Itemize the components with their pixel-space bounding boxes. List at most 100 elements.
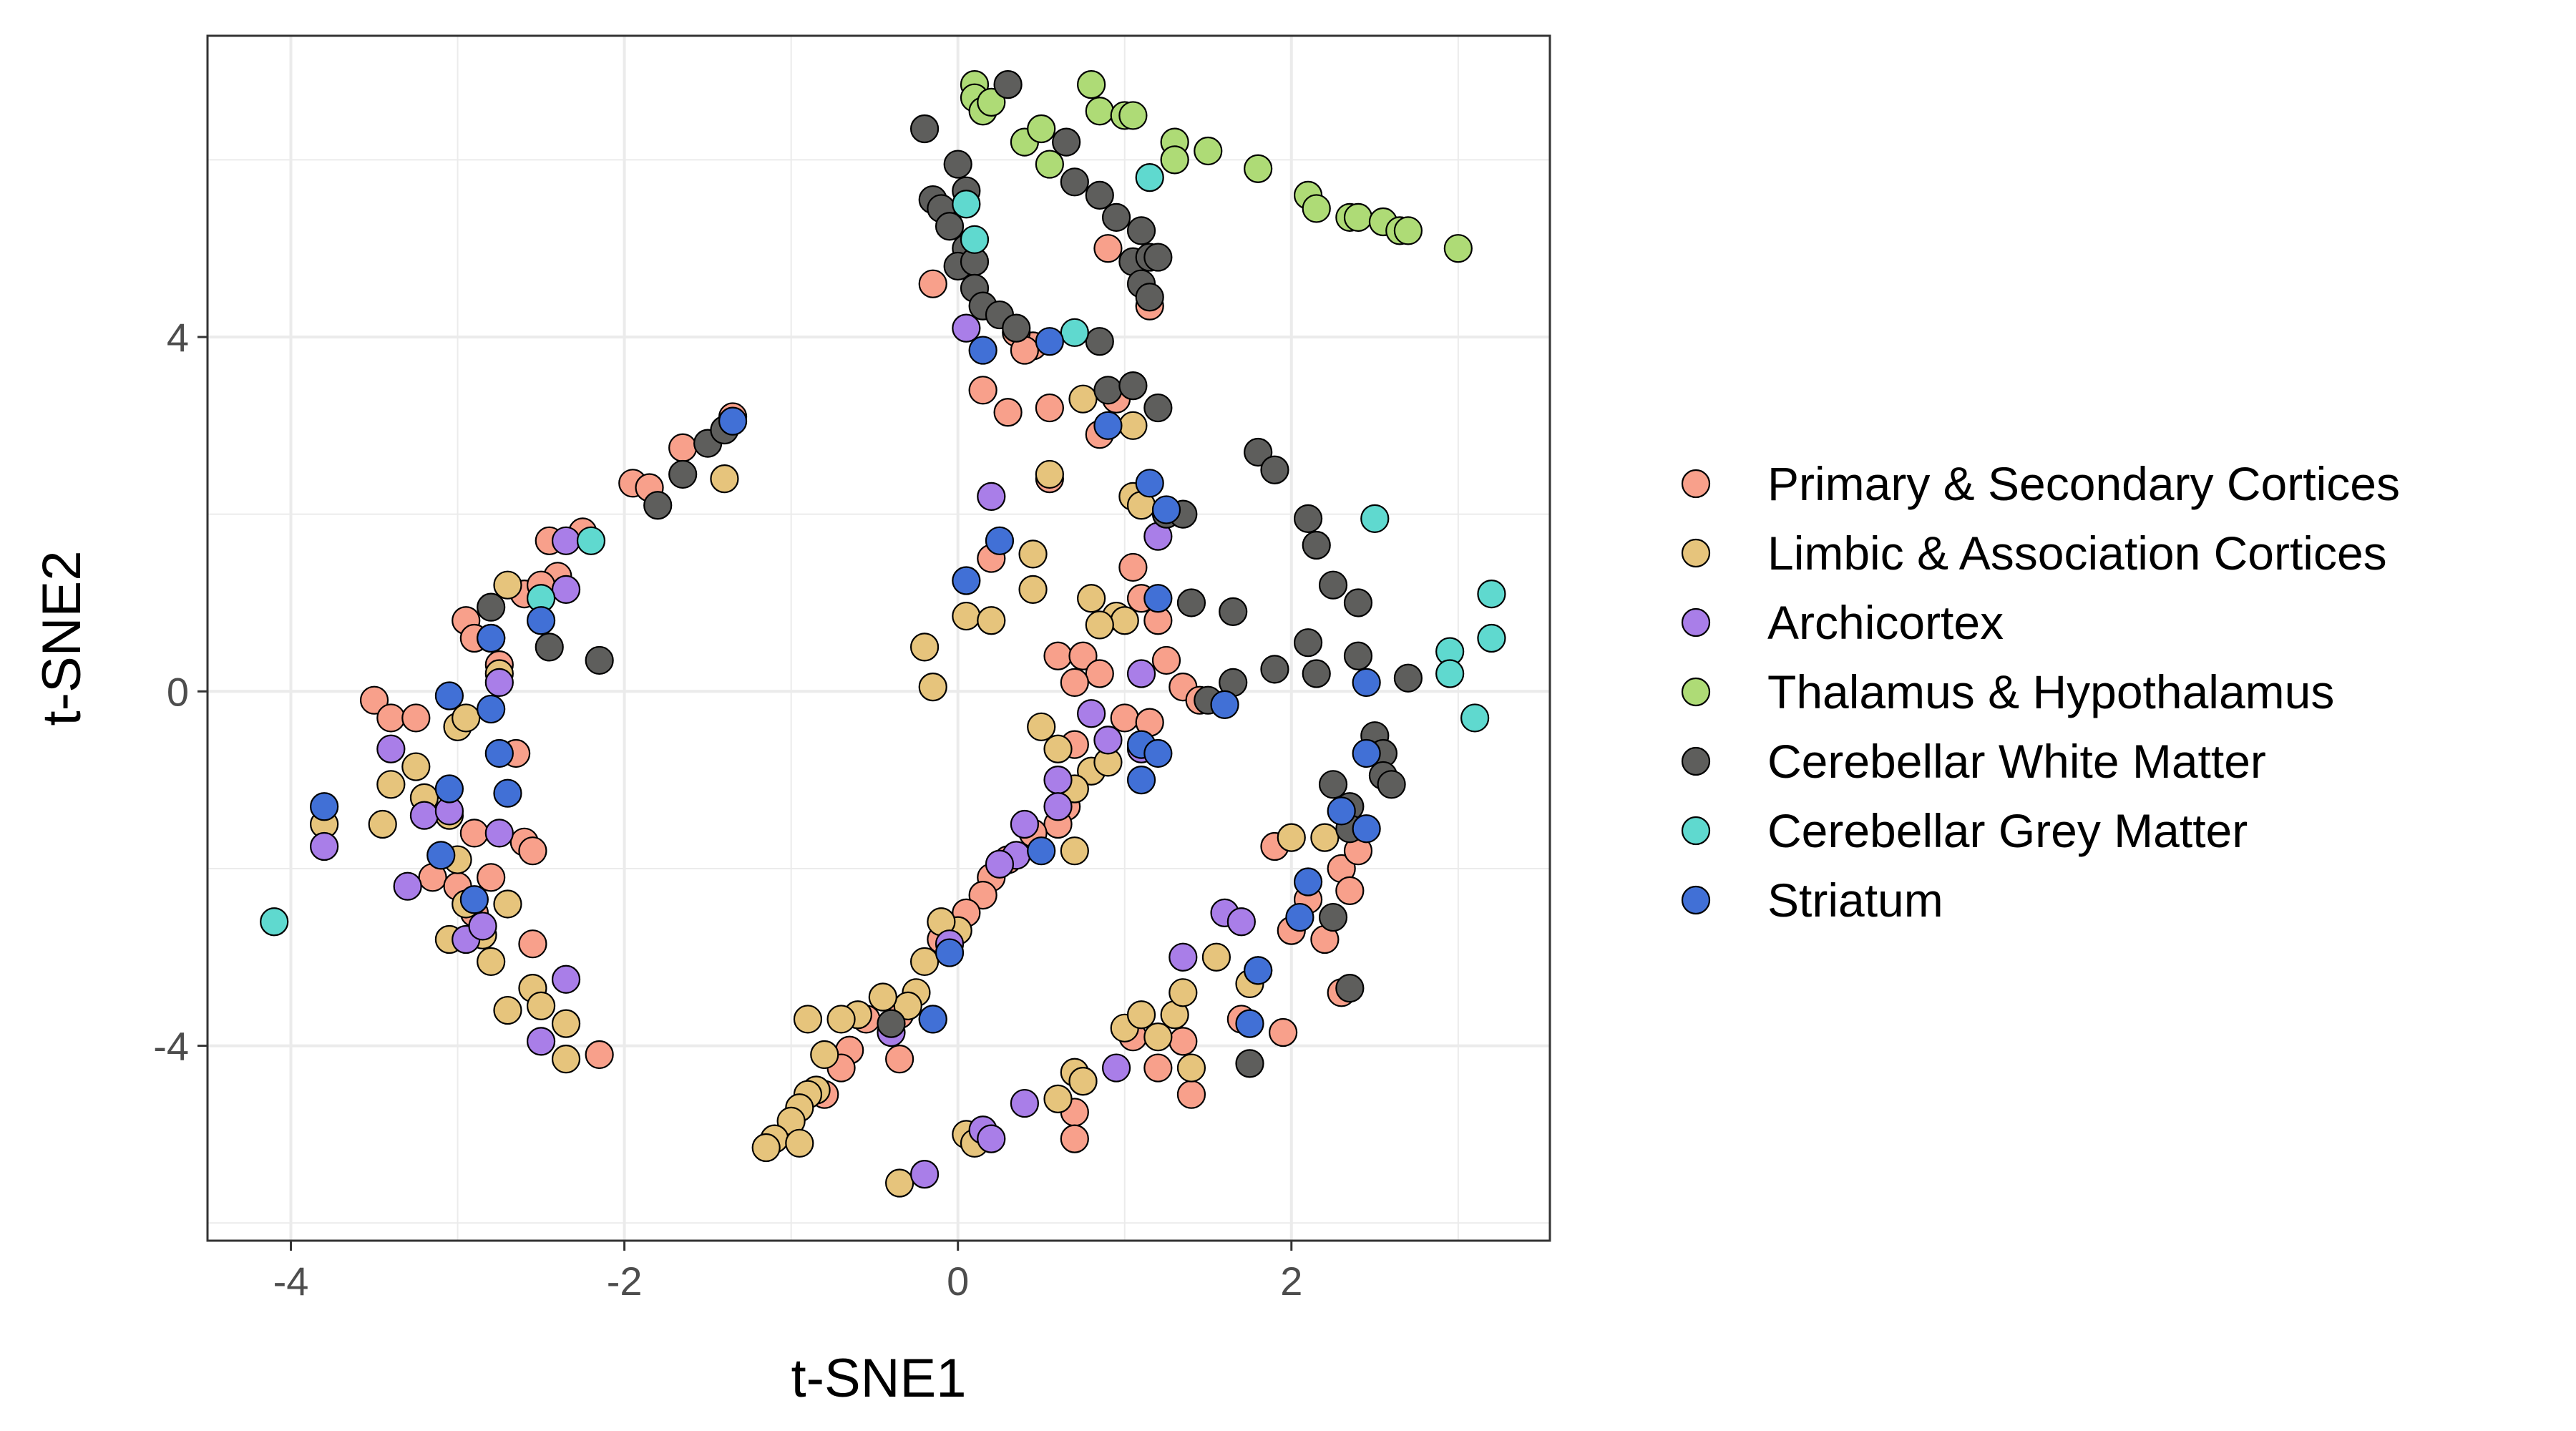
scatter-point (1226, 907, 1256, 937)
scatter-point (977, 1124, 1006, 1153)
scatter-point (1077, 699, 1106, 728)
scatter-point (452, 703, 481, 733)
scatter-point (1219, 597, 1248, 626)
scatter-point (1393, 663, 1423, 693)
scatter-point (1027, 114, 1056, 144)
scatter-point (1143, 584, 1173, 613)
data-points (260, 70, 1506, 1198)
scatter-point (1477, 623, 1506, 653)
scatter-point (952, 313, 981, 343)
scatter-point (1244, 437, 1273, 467)
legend-label: Striatum (1767, 874, 1943, 927)
scatter-point (1343, 202, 1373, 232)
scatter-point (409, 801, 439, 830)
scatter-point (1043, 766, 1073, 795)
scatter-point (551, 526, 581, 555)
scatter-point (1285, 902, 1314, 932)
scatter-point (968, 336, 997, 365)
scatter-point (810, 1040, 839, 1070)
scatter-point (1151, 645, 1181, 675)
scatter-point (1052, 127, 1081, 157)
scatter-point (977, 482, 1006, 511)
scatter-point (826, 1005, 856, 1034)
scatter-point (1352, 738, 1381, 768)
scatter-point (1093, 376, 1123, 405)
scatter-point (477, 694, 506, 724)
scatter-point (1260, 655, 1289, 684)
scatter-point (1244, 956, 1273, 985)
scatter-point (1210, 690, 1239, 719)
scatter-point (368, 809, 397, 839)
scatter-point (477, 863, 506, 892)
scatter-point (484, 819, 514, 848)
plot-panel-border (206, 34, 1551, 1242)
scatter-point (1293, 504, 1323, 533)
scatter-point (1085, 180, 1114, 210)
scatter-point (1010, 809, 1040, 839)
scatter-point (1135, 283, 1164, 312)
legend-label: Cerebellar Grey Matter (1767, 804, 2248, 857)
scatter-point (1118, 371, 1148, 401)
scatter-point (484, 738, 514, 768)
scatter-point (1393, 216, 1423, 245)
scatter-point (493, 889, 522, 919)
scatter-point (1126, 216, 1156, 245)
scatter-point (585, 645, 614, 675)
scatter-point (1310, 823, 1340, 852)
scatter-point (985, 526, 1015, 555)
scatter-point (1110, 606, 1139, 635)
scatter-point (985, 849, 1015, 879)
scatter-point (551, 964, 581, 994)
scatter-point (477, 947, 506, 977)
scatter-point (909, 114, 940, 144)
scatter-point (1169, 978, 1198, 1007)
plot-panel-background (208, 36, 1550, 1241)
scatter-point (1377, 770, 1406, 799)
y-tick-label: 4 (167, 315, 189, 360)
legend-key (1681, 677, 1711, 707)
scatter-point (1302, 659, 1331, 688)
scatter-point (1068, 641, 1098, 670)
legend-label: Primary & Secondary Cortices (1767, 457, 2400, 510)
scatter-point (493, 778, 522, 808)
scatter-point (576, 526, 606, 555)
x-axis-title: t-SNE1 (791, 1348, 967, 1409)
scatter-point (885, 1168, 914, 1198)
scatter-point (993, 70, 1023, 99)
scatter-point (935, 212, 965, 241)
scatter-point (1143, 738, 1173, 768)
scatter-point (909, 633, 940, 662)
scatter-point (993, 398, 1023, 427)
scatter-point (1302, 194, 1331, 223)
scatter-point (1443, 234, 1473, 263)
scatter-point (977, 87, 1006, 117)
scatter-point (1060, 1124, 1089, 1153)
scatter-point (960, 225, 990, 254)
scatter-point (484, 668, 514, 698)
scatter-point (1085, 97, 1114, 126)
scatter-point (918, 673, 947, 702)
scatter-point (918, 1005, 947, 1034)
scatter-point (1302, 530, 1331, 560)
scatter-point (1293, 628, 1323, 658)
scatter-point (909, 947, 940, 977)
scatter-point (1194, 136, 1223, 166)
scatter-point (459, 885, 489, 914)
scatter-point (1068, 384, 1098, 414)
scatter-point (943, 150, 972, 179)
scatter-point (1060, 167, 1089, 197)
scatter-point (1027, 712, 1056, 741)
scatter-point (359, 685, 389, 715)
scatter-point (468, 912, 497, 941)
scatter-point (1327, 796, 1356, 826)
scatter-point (551, 1045, 581, 1074)
scatter-point (935, 938, 965, 967)
scatter-point (376, 703, 406, 733)
scatter-point (551, 1009, 581, 1038)
x-tick-label: 2 (1280, 1259, 1302, 1304)
scatter-point (493, 570, 522, 600)
scatter-point (1043, 792, 1073, 821)
scatter-point (1093, 726, 1123, 755)
scatter-point (535, 633, 564, 662)
